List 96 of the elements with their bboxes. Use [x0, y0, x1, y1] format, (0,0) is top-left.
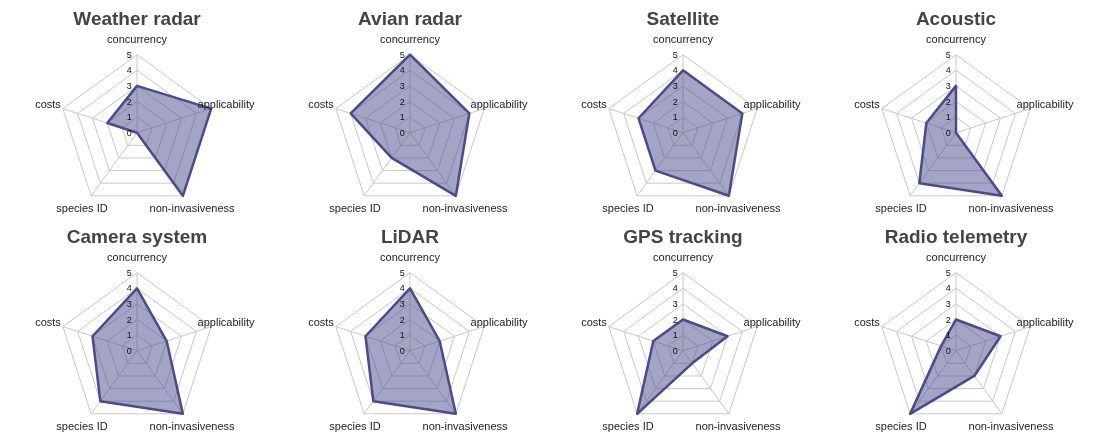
y-tick-label: 1 [945, 112, 951, 123]
chart-title: Radio telemetry [884, 225, 1028, 247]
y-tick-label: 3 [126, 80, 132, 91]
y-tick-label: 0 [672, 345, 678, 356]
y-tick-label: 3 [672, 298, 678, 309]
y-tick-label: 4 [672, 283, 678, 294]
spoke-label: species ID [875, 420, 927, 433]
spoke-label: applicability [470, 97, 528, 110]
spoke-label: applicability [1016, 97, 1074, 110]
spoke-label: costs [35, 315, 62, 328]
y-tick-label: 5 [126, 267, 132, 278]
y-tick-label: 5 [399, 267, 405, 278]
spoke-label: concurrency [653, 33, 714, 46]
y-tick-label: 1 [399, 112, 405, 123]
spoke-label: non-invasiveness [422, 202, 509, 215]
y-tick-label: 5 [945, 49, 951, 60]
spoke-label: costs [581, 315, 608, 328]
spoke-label: concurrency [380, 251, 441, 264]
y-tick-label: 2 [945, 314, 951, 325]
spoke-label: non-invasiveness [149, 202, 236, 215]
spoke-label: costs [308, 315, 335, 328]
spoke-label: concurrency [380, 33, 441, 46]
chart-title: GPS tracking [623, 225, 743, 247]
spoke-label: applicability [470, 315, 528, 328]
spoke-label: species ID [56, 420, 108, 433]
spoke-label: non-invasiveness [695, 202, 782, 215]
spoke-label: costs [581, 97, 608, 110]
spoke-label: concurrency [653, 251, 714, 264]
y-tick-label: 3 [945, 80, 951, 91]
spoke-label: non-invasiveness [968, 420, 1055, 433]
y-tick-label: 3 [399, 298, 405, 309]
spoke-label: applicability [197, 315, 255, 328]
spoke-label: non-invasiveness [422, 420, 509, 433]
y-tick-label: 4 [399, 65, 405, 76]
chart-title: Weather radar [73, 7, 202, 29]
y-tick-label: 5 [672, 49, 678, 60]
y-tick-label: 1 [126, 112, 132, 123]
spoke-label: costs [308, 97, 335, 110]
y-tick-label: 5 [399, 49, 405, 60]
spoke-label: applicability [197, 97, 255, 110]
y-tick-label: 0 [399, 345, 405, 356]
y-tick-label: 2 [126, 96, 132, 107]
y-tick-label: 1 [945, 330, 951, 341]
y-tick-label: 0 [945, 127, 951, 138]
y-tick-label: 3 [126, 298, 132, 309]
spoke-label: concurrency [926, 251, 987, 264]
y-tick-label: 0 [126, 127, 132, 138]
y-tick-label: 2 [399, 96, 405, 107]
y-tick-label: 4 [126, 283, 132, 294]
spoke-label: concurrency [107, 251, 168, 264]
chart-title: LiDAR [380, 225, 440, 247]
spoke-label: non-invasiveness [149, 420, 236, 433]
spoke-label: species ID [602, 420, 654, 433]
spoke-label: applicability [743, 315, 801, 328]
chart-title: Avian radar [358, 7, 463, 29]
y-tick-label: 1 [399, 330, 405, 341]
spoke-label: non-invasiveness [695, 420, 782, 433]
spoke-label: species ID [329, 420, 381, 433]
y-tick-label: 0 [399, 127, 405, 138]
spoke-label: non-invasiveness [968, 202, 1055, 215]
y-tick-label: 4 [126, 65, 132, 76]
spoke-label: costs [854, 97, 881, 110]
y-tick-label: 3 [399, 80, 405, 91]
y-tick-label: 1 [672, 112, 678, 123]
y-tick-label: 0 [945, 345, 951, 356]
y-tick-label: 2 [945, 96, 951, 107]
spoke-label: species ID [875, 202, 927, 215]
spoke-label: applicability [1016, 315, 1074, 328]
spoke-label: species ID [329, 202, 381, 215]
chart-title: Acoustic [915, 7, 997, 29]
y-tick-label: 0 [672, 127, 678, 138]
y-tick-label: 1 [672, 330, 678, 341]
y-tick-label: 2 [399, 314, 405, 325]
y-tick-label: 0 [126, 345, 132, 356]
y-tick-label: 2 [672, 96, 678, 107]
y-tick-label: 5 [945, 267, 951, 278]
y-tick-label: 4 [945, 283, 951, 294]
spoke-label: concurrency [926, 33, 987, 46]
chart-title: Satellite [646, 7, 720, 29]
spoke-label: concurrency [107, 33, 168, 46]
y-tick-label: 3 [945, 298, 951, 309]
y-tick-label: 4 [399, 283, 405, 294]
spoke-label: costs [854, 315, 881, 328]
chart-title: Camera system [66, 225, 208, 247]
y-tick-label: 5 [672, 267, 678, 278]
y-tick-label: 2 [126, 314, 132, 325]
y-tick-label: 3 [672, 80, 678, 91]
y-tick-label: 1 [126, 330, 132, 341]
y-tick-label: 4 [672, 65, 678, 76]
y-tick-label: 2 [672, 314, 678, 325]
spoke-label: costs [35, 97, 62, 110]
y-tick-label: 5 [126, 49, 132, 60]
spoke-label: applicability [743, 97, 801, 110]
spoke-label: species ID [602, 202, 654, 215]
spoke-label: species ID [56, 202, 108, 215]
y-tick-label: 4 [945, 65, 951, 76]
